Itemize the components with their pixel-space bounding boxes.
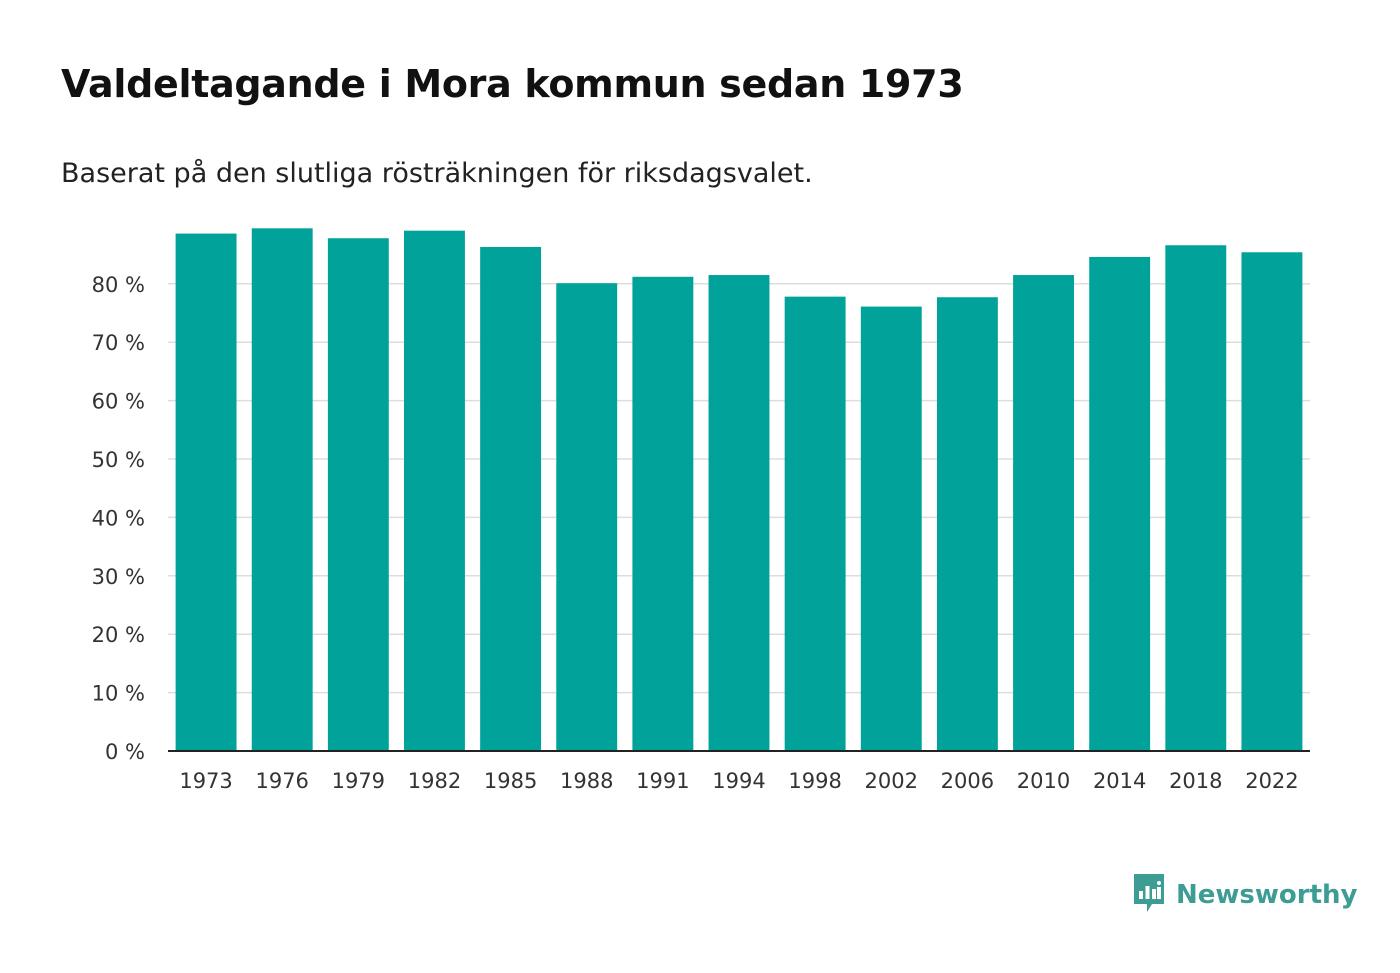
y-tick-label: 30 % [92,565,145,589]
bar-1998 [784,296,846,751]
bar-2014 [1089,256,1151,751]
x-tick-label: 2022 [1245,769,1298,793]
x-tick-label: 1976 [255,769,308,793]
y-axis-ticks: 0 % 10 % 20 % 30 % 40 % 50 % 60 % 70 % 80 % [92,273,145,764]
bar-chart-speech-bubble-icon [1132,872,1166,918]
bar-1985 [480,247,542,751]
bar-1991 [632,276,694,751]
y-tick-label: 40 % [92,506,145,530]
bar-2002 [860,306,922,751]
chart-subtitle: Baserat på den slutliga rösträkningen fö… [61,158,813,189]
x-tick-label: 2018 [1169,769,1222,793]
y-tick-label: 20 % [92,623,145,647]
bar-1988 [556,283,618,751]
bar-2010 [1013,275,1074,751]
chart-title: Valdeltagande i Mora kommun sedan 1973 [61,62,964,106]
x-tick-label: 2014 [1093,769,1146,793]
bar-2022 [1241,252,1303,752]
y-tick-label: 70 % [92,331,145,355]
y-tick-label: 10 % [92,682,145,706]
y-tick-label: 80 % [92,273,145,297]
x-axis-ticks: 1973 1976 1979 1982 1985 1988 1991 1994 1998 2002… [179,769,1298,793]
x-tick-label: 1973 [179,769,232,793]
brand-logo: Newsworthy [1132,872,1357,918]
bar-1982 [404,230,465,751]
x-tick-label: 2006 [941,769,994,793]
x-tick-label: 1979 [332,769,385,793]
x-tick-label: 1982 [408,769,461,793]
bar-1973 [175,233,237,752]
x-tick-label: 1988 [560,769,613,793]
y-tick-label: 0 % [105,740,145,764]
x-tick-label: 1994 [712,769,765,793]
x-tick-label: 1985 [484,769,537,793]
bar-2006 [936,297,998,751]
x-tick-label: 1991 [636,769,689,793]
y-tick-label: 60 % [92,390,145,414]
bar-1994 [708,275,770,751]
x-tick-label: 2010 [1017,769,1070,793]
bar-1976 [251,228,313,751]
y-tick-label: 50 % [92,448,145,472]
x-tick-label: 1998 [788,769,841,793]
brand-name: Newsworthy [1176,880,1358,910]
bar-1979 [327,238,389,752]
x-tick-label: 2002 [865,769,918,793]
bar-2018 [1165,245,1227,752]
bars [175,228,1303,752]
